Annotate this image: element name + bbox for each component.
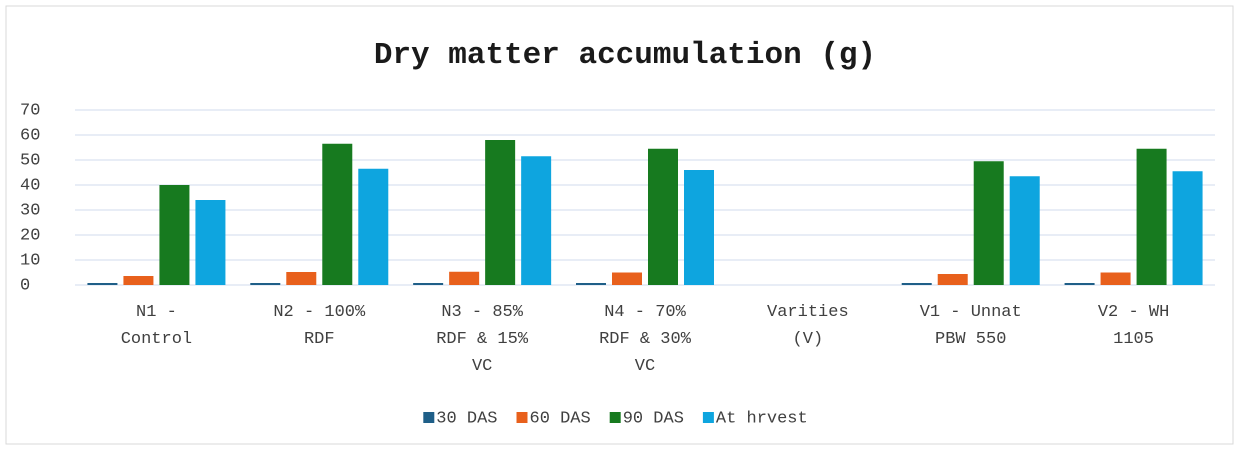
- bar: [449, 271, 480, 285]
- x-tick-label: V1 - Unnat PBW 550: [920, 303, 1022, 349]
- y-tick-label: 50: [20, 151, 40, 170]
- bar: [612, 272, 642, 285]
- x-tick-label: V2 - WH 1105: [1098, 303, 1169, 349]
- legend-swatch: [423, 412, 435, 423]
- x-tick-label: Varities (V): [767, 303, 849, 349]
- bar: [1172, 171, 1203, 285]
- y-tick-label: 30: [20, 201, 40, 220]
- bar: [648, 148, 678, 285]
- bar: [413, 283, 444, 285]
- bar: [576, 283, 606, 285]
- chart-title: Dry matter accumulation (g): [374, 38, 876, 73]
- bar: [286, 272, 317, 285]
- x-tick-label: N3 - 85% RDF & 15% VC: [436, 303, 529, 376]
- bar: [973, 161, 1004, 285]
- bar: [87, 283, 118, 285]
- bar: [901, 283, 932, 285]
- bar: [684, 170, 714, 285]
- y-tick-label: 70: [20, 101, 40, 120]
- bar: [322, 143, 353, 285]
- bar: [521, 156, 552, 285]
- legend-label: At hrvest: [716, 409, 808, 428]
- bar: [159, 185, 190, 285]
- bar: [358, 168, 389, 285]
- y-tick-label: 10: [20, 251, 40, 270]
- x-tick-label: N4 - 70% RDF & 30% VC: [599, 303, 692, 376]
- legend-swatch: [702, 412, 714, 423]
- y-tick-label: 20: [20, 226, 40, 245]
- y-tick-label: 0: [20, 276, 30, 295]
- bar: [1009, 176, 1040, 285]
- y-tick-label: 60: [20, 126, 40, 145]
- x-tick-label: N1 -Control: [121, 303, 192, 349]
- bar: [1064, 283, 1095, 285]
- bar: [250, 283, 281, 285]
- bar: [123, 276, 154, 285]
- bar: [937, 274, 968, 285]
- x-tick-label: N2 - 100% RDF: [273, 303, 366, 349]
- y-tick-label: 40: [20, 176, 40, 195]
- legend-label: 90 DAS: [623, 409, 684, 428]
- bar: [195, 200, 226, 285]
- legend-label: 60 DAS: [530, 409, 591, 428]
- legend-label: 30 DAS: [436, 409, 497, 428]
- bar: [485, 140, 516, 285]
- legend-swatch: [516, 412, 528, 423]
- bar: [1100, 272, 1131, 285]
- bar: [1136, 148, 1167, 285]
- legend-swatch: [609, 412, 621, 423]
